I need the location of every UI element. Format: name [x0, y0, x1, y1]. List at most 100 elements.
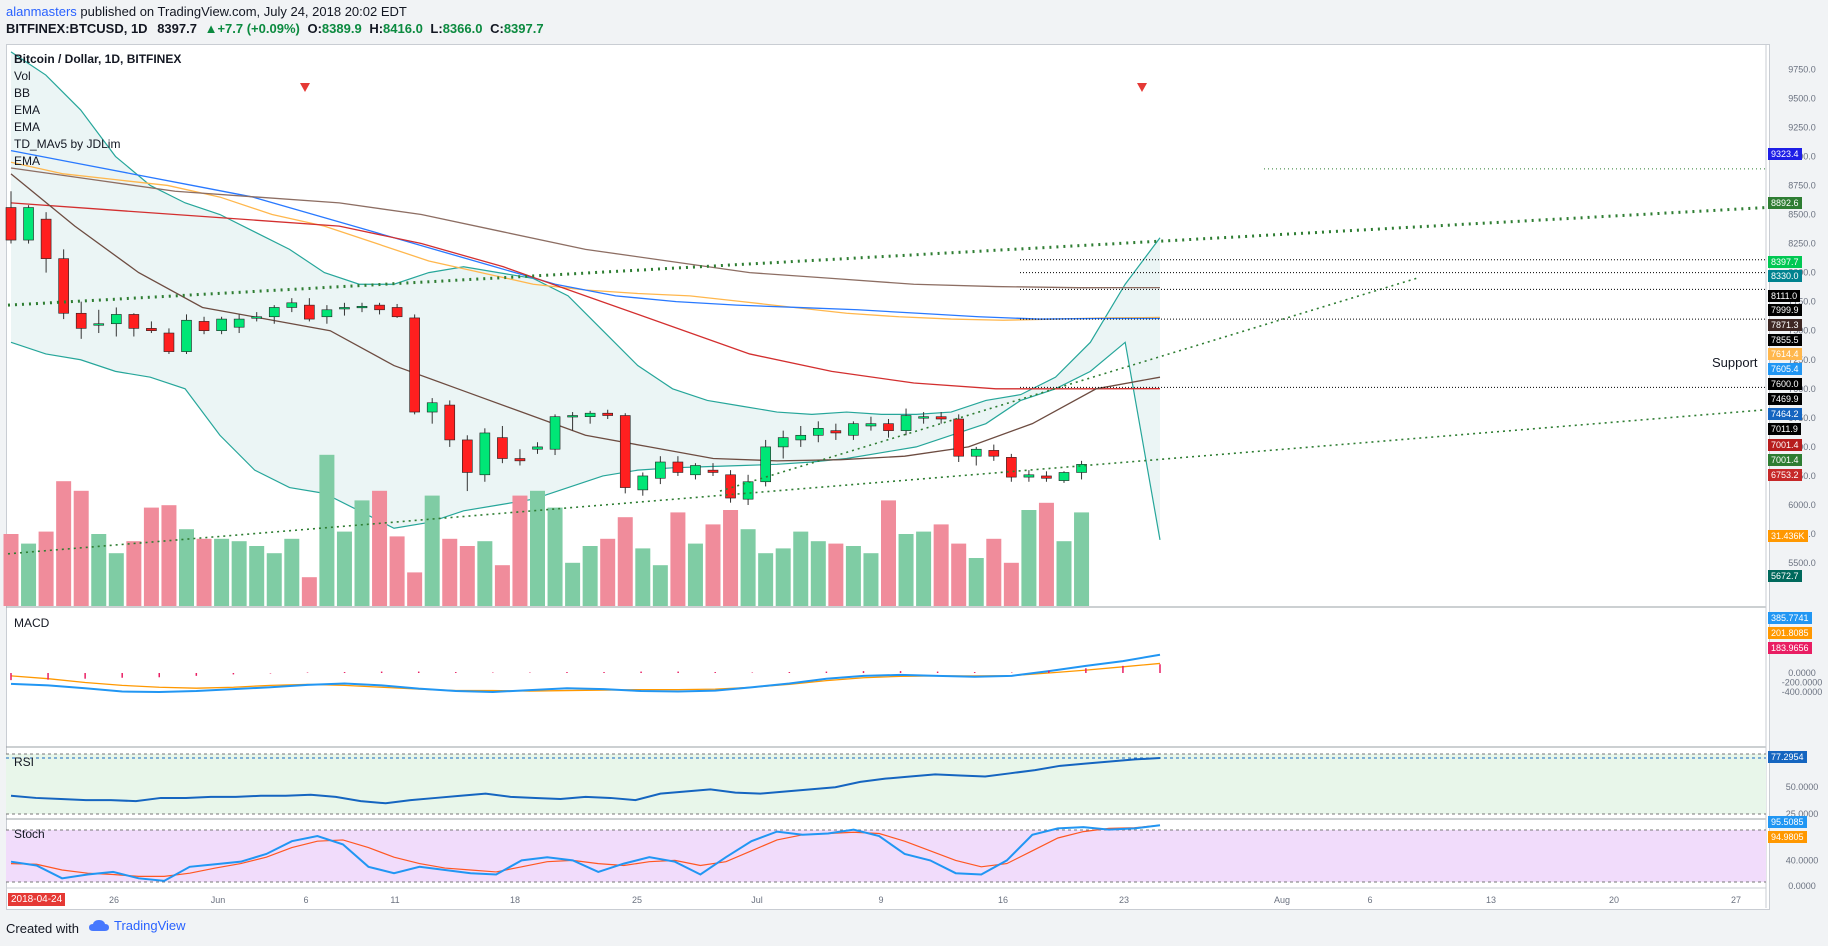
price-scale-label: 8397.7	[1768, 256, 1802, 268]
volume-bar	[723, 510, 739, 606]
price-tick-label: 8000.0	[1788, 268, 1816, 278]
candle-body	[742, 481, 754, 500]
price-scale-label: 7001.4	[1768, 439, 1802, 451]
candle-body	[935, 416, 947, 420]
macd-scale-label: 183.9656	[1768, 642, 1812, 654]
volume-bar	[828, 543, 844, 606]
candle-body	[286, 302, 298, 308]
stoch-pane-title: Stoch	[14, 827, 45, 841]
macd-scale-label: 385.7741	[1768, 612, 1812, 624]
price-scale-label: 31.436K	[1768, 530, 1808, 542]
rsi-pane-title: RSI	[14, 755, 35, 769]
price-change: +7.7 (+0.09%)	[217, 21, 300, 36]
bollinger-lower-line	[10, 341, 1161, 540]
candle-body	[75, 312, 87, 329]
volume-bar	[986, 538, 1002, 606]
price-tick-label: 8500.0	[1788, 210, 1816, 220]
volume-bar	[266, 553, 282, 606]
legend-td-ma[interactable]: TD_MAv5 by JDLim	[14, 137, 121, 151]
publish-line: alanmasters published on TradingView.com…	[6, 4, 407, 19]
volume-bar	[459, 546, 475, 606]
volume-bar	[91, 534, 107, 606]
candle-body	[690, 465, 701, 476]
support-annotation: Support	[1712, 355, 1758, 370]
volume-bar	[231, 541, 247, 606]
time-tick-label: Aug	[1274, 895, 1290, 905]
legend-bb[interactable]: BB	[14, 86, 31, 100]
candle-body	[391, 307, 403, 318]
candle-body	[111, 314, 122, 325]
sell-signal-icon	[300, 83, 310, 92]
candle-body	[181, 319, 192, 352]
time-tick-label: Jun	[211, 895, 226, 905]
sell-signal-icon	[1137, 83, 1147, 92]
volume-bar	[143, 507, 159, 606]
legend-ema-1[interactable]: EMA	[14, 103, 41, 117]
tradingview-brand: TradingView	[114, 918, 186, 933]
macd-pane-title: MACD	[14, 616, 50, 630]
legend-vol[interactable]: Vol	[14, 69, 31, 83]
candle-body	[268, 307, 280, 318]
volume-bar	[301, 577, 317, 606]
time-tick-label: 25	[632, 895, 642, 905]
volume-bar	[179, 529, 194, 606]
stoch-scale-label: 94.9805	[1768, 831, 1807, 843]
legend-ema-3[interactable]: EMA	[14, 154, 41, 168]
volume-bar	[845, 546, 861, 606]
price-scale-label: 7011.9	[1768, 423, 1801, 435]
volume-bar	[652, 565, 668, 606]
candle-body	[198, 321, 210, 331]
price-tick-label: 6750.0	[1788, 413, 1816, 423]
rsi-tick-label: 50.0000	[1786, 782, 1819, 792]
author-link[interactable]: alanmasters	[6, 4, 77, 19]
change-up-icon: ▲	[204, 21, 218, 36]
macd-tick-label: 0.0000	[1788, 668, 1816, 678]
volume-bar	[249, 546, 265, 606]
price-scale-label: 7600.0	[1768, 378, 1802, 390]
price-scale-label: 8111.0	[1768, 290, 1801, 302]
volume-bar	[617, 517, 633, 606]
candle-body	[883, 423, 894, 431]
volume-bar	[1056, 541, 1072, 606]
candle-body	[865, 423, 877, 427]
price-scale-label: 7871.3	[1768, 319, 1802, 331]
candle-body	[93, 323, 105, 326]
price-scale-label: 5672.7	[1768, 570, 1802, 582]
volume-bar	[477, 541, 493, 606]
candle-body	[830, 430, 842, 434]
symbol-label: BITFINEX:BTCUSD, 1D	[6, 21, 148, 36]
candle-body	[251, 316, 262, 319]
legend-ema-2[interactable]: EMA	[14, 120, 41, 134]
candle-body	[725, 474, 736, 499]
time-tick-label: 23	[1119, 895, 1129, 905]
volume-bar	[775, 548, 791, 606]
price-scale-label: 7464.2	[1768, 408, 1802, 420]
volume-bar	[687, 543, 703, 606]
candle-body	[900, 415, 912, 431]
price-scale-label: 7605.4	[1768, 363, 1802, 375]
tradingview-logo[interactable]: TradingView	[88, 918, 186, 933]
stoch-tick-label: 0.0000	[1788, 881, 1816, 891]
volume-bar	[108, 553, 124, 606]
rsi-line	[10, 757, 1161, 805]
candle-body	[1058, 472, 1070, 481]
macd-tick-label: -400.0000	[1782, 687, 1823, 697]
bollinger-band-fill	[11, 51, 1160, 540]
volume-bar	[881, 500, 896, 606]
time-tick-label: 16	[998, 895, 1008, 905]
candle-body	[637, 475, 649, 491]
rsi-tick-label: 25.0000	[1786, 809, 1819, 819]
candle-body	[497, 437, 508, 459]
high-value: 8416.0	[383, 21, 423, 36]
candle-body	[549, 416, 561, 450]
start-date-badge: 2018-04-24	[8, 893, 66, 906]
volume-bar	[424, 495, 440, 606]
candle-body	[163, 332, 175, 352]
candle-body	[58, 258, 69, 314]
candle-body	[426, 402, 438, 413]
candle-body	[532, 446, 543, 450]
chart-title: Bitcoin / Dollar, 1D, BITFINEX	[14, 52, 182, 66]
footer: Created with TradingView	[0, 910, 1828, 946]
price-scale-label: 7614.4	[1768, 348, 1802, 360]
